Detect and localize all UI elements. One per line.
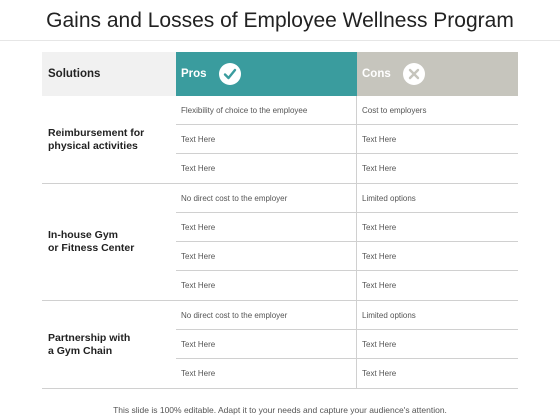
cons-header: Cons xyxy=(357,52,518,96)
con-cell: Limited options xyxy=(362,310,416,320)
page-title: Gains and Losses of Employee Wellness Pr… xyxy=(46,9,514,32)
pro-cell: Flexibility of choice to the employee xyxy=(176,96,357,124)
x-circle-icon xyxy=(402,63,425,85)
con-cell: Limited options xyxy=(362,193,416,203)
table-row: Text Here Text Here xyxy=(176,330,518,359)
solutions-header: Solutions xyxy=(42,52,176,96)
solution-label-line: a Gym Chain xyxy=(48,344,113,357)
solution-label-line: Partnership with xyxy=(48,331,131,344)
solution-label-line: In-house Gym xyxy=(48,229,119,241)
footer-note: This slide is 100% editable. Adapt it to… xyxy=(113,405,447,415)
pro-cell: No direct cost to the employer xyxy=(176,301,357,329)
table-row: Text Here Text Here xyxy=(176,125,518,154)
con-cell: Text Here xyxy=(362,222,397,232)
pro-cell: Text Here xyxy=(176,242,357,270)
table-body: Reimbursement for physical activities Flex… xyxy=(42,96,518,389)
con-cell: Text Here xyxy=(362,339,397,349)
solution-label-line: or Fitness Center xyxy=(48,242,135,254)
solution-label-line: physical activities xyxy=(48,139,138,152)
table-row: Text Here Text Here xyxy=(176,213,518,242)
title-divider xyxy=(0,40,560,41)
cons-header-label: Cons xyxy=(362,68,391,80)
table-row: Flexibility of choice to the employee Cos… xyxy=(176,96,518,125)
pros-header: Pros xyxy=(176,52,357,96)
pro-cell: Text Here xyxy=(176,271,357,300)
con-cell: Text Here xyxy=(362,134,397,144)
con-cell: Text Here xyxy=(362,281,397,290)
table-row: Text Here Text Here xyxy=(176,154,518,183)
pro-cell: Text Here xyxy=(176,213,357,241)
solution-group: In-house Gym or Fitness Center No direct c… xyxy=(42,184,518,301)
solutions-header-label: Solutions xyxy=(48,68,101,80)
pros-header-label: Pros xyxy=(181,68,207,80)
solution-label: In-house Gym or Fitness Center xyxy=(42,184,176,300)
con-cell: Text Here xyxy=(362,164,397,173)
table-row: Text Here Text Here xyxy=(176,242,518,271)
table-header: Solutions Pros Cons xyxy=(42,52,518,96)
table-row: Text Here Text Here xyxy=(176,359,518,388)
pro-cell: Text Here xyxy=(176,359,357,388)
pro-cell: Text Here xyxy=(176,330,357,358)
pro-cell: Text Here xyxy=(176,125,357,153)
table-row: No direct cost to the employer Limited op… xyxy=(176,184,518,213)
pros-cons-table: Solutions Pros Cons Reimbursement for phy… xyxy=(42,52,518,389)
con-cell: Text Here xyxy=(362,369,397,378)
pro-cell: No direct cost to the employer xyxy=(176,184,357,212)
solution-group: Partnership with a Gym Chain No direct cos… xyxy=(42,301,518,389)
solution-label-line: Reimbursement for xyxy=(48,126,145,139)
solution-group: Reimbursement for physical activities Flex… xyxy=(42,96,518,184)
con-cell: Cost to employers xyxy=(362,105,427,115)
solution-label: Partnership with a Gym Chain xyxy=(42,301,176,388)
pro-cell: Text Here xyxy=(176,154,357,183)
checkmark-circle-icon xyxy=(218,63,241,85)
table-row: No direct cost to the employer Limited op… xyxy=(176,301,518,330)
solution-label: Reimbursement for physical activities xyxy=(42,96,176,183)
table-row: Text Here Text Here xyxy=(176,271,518,300)
con-cell: Text Here xyxy=(362,251,397,261)
